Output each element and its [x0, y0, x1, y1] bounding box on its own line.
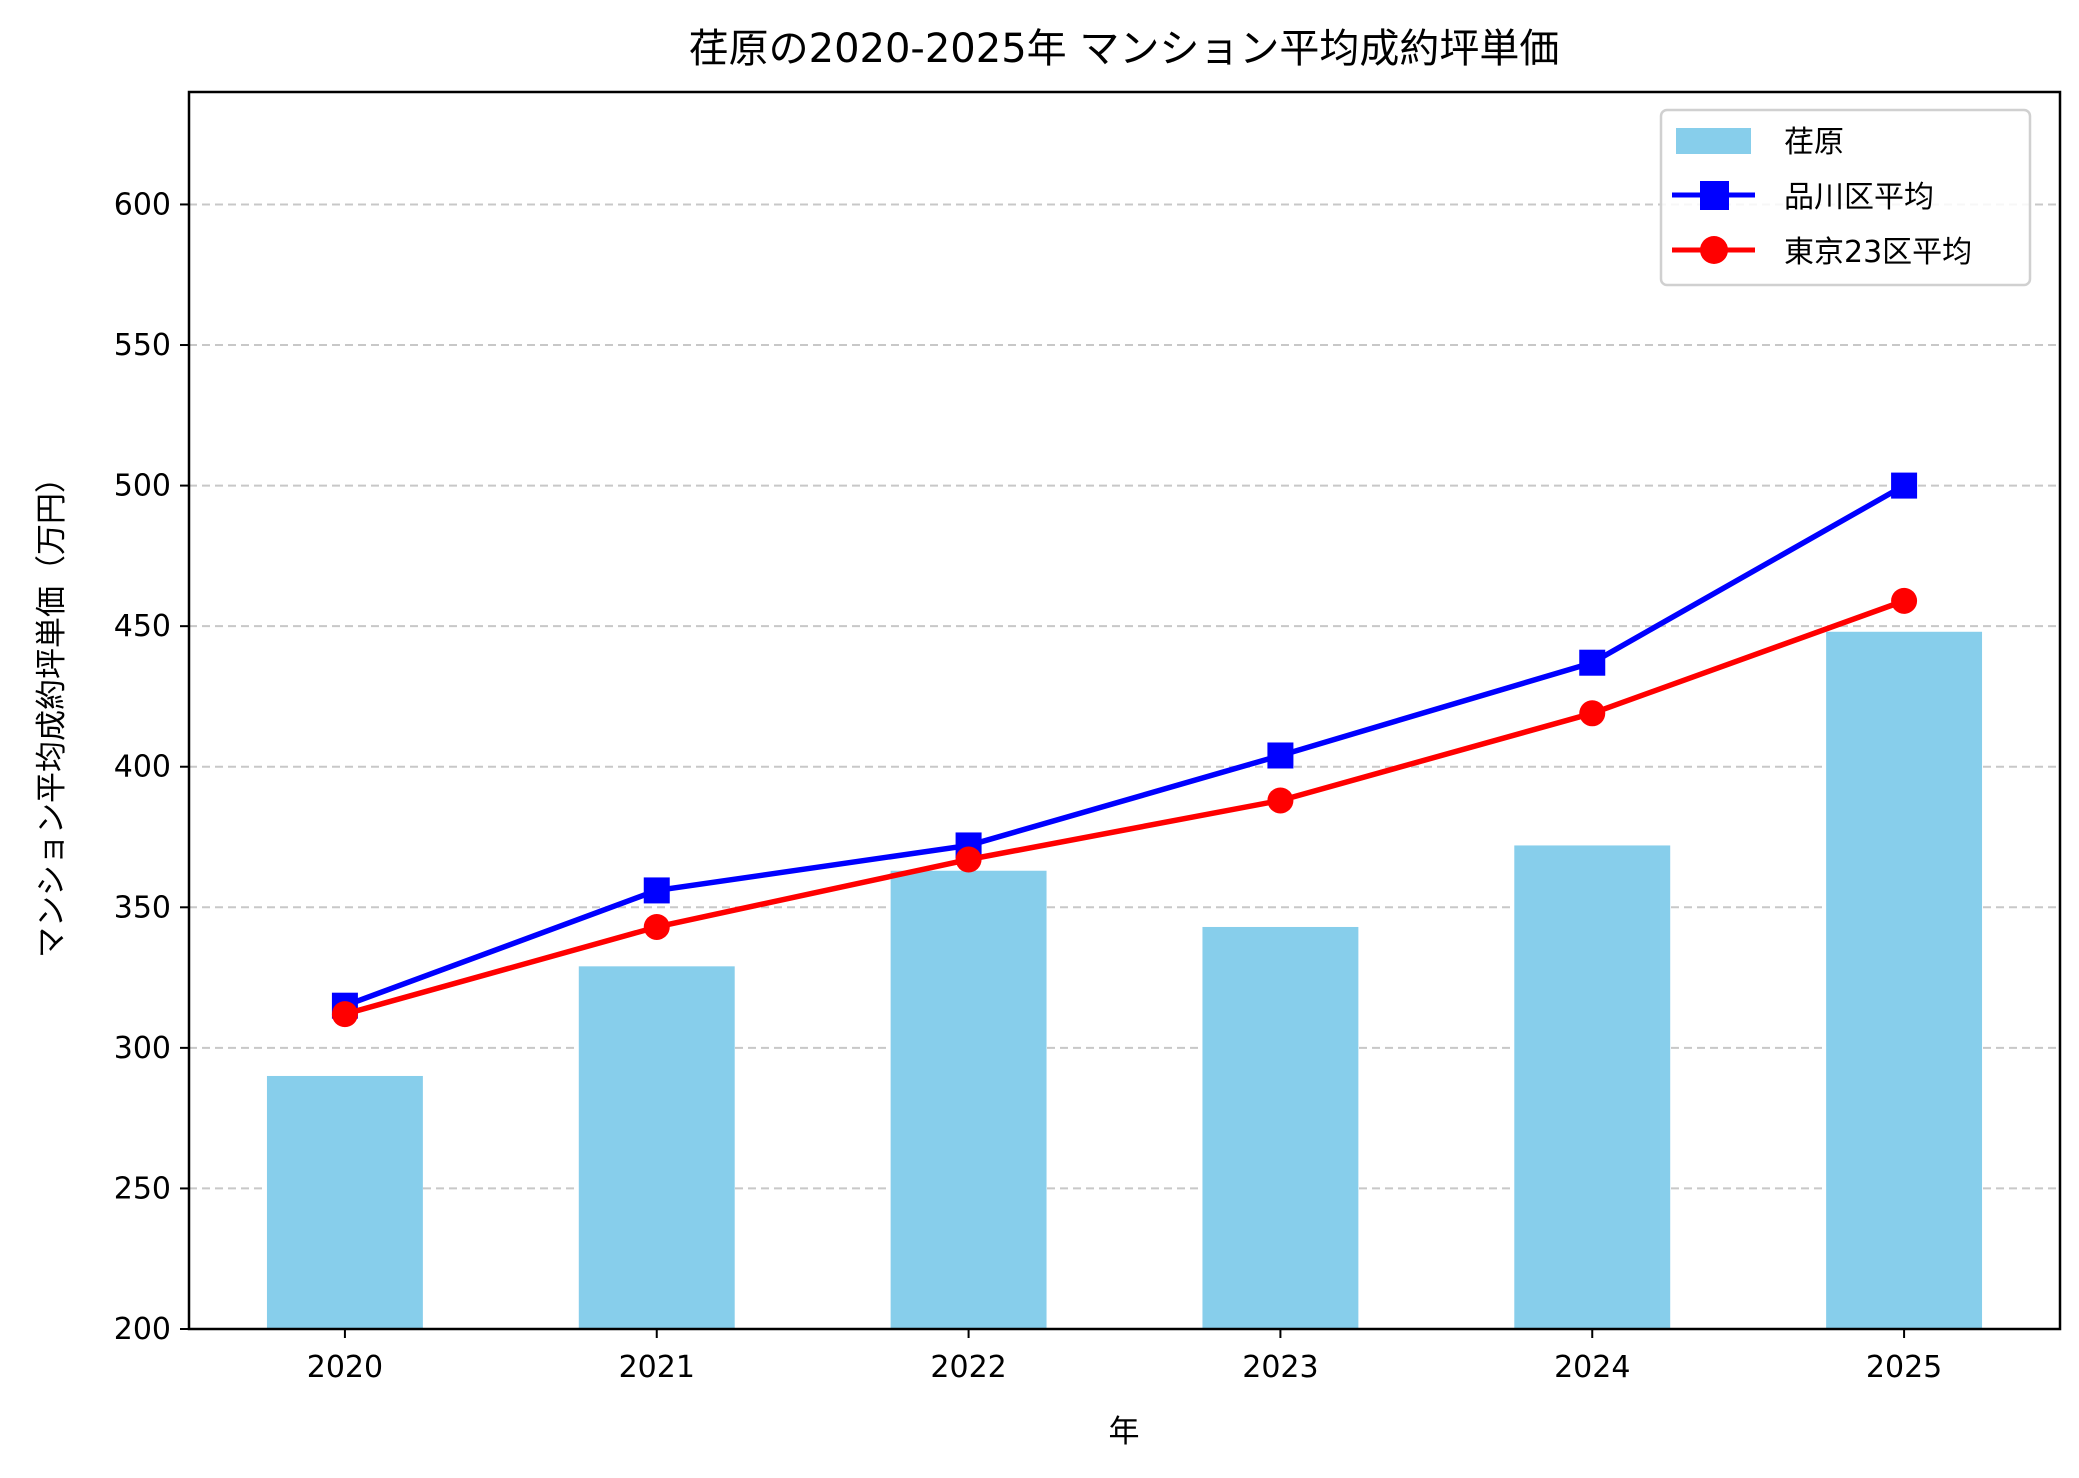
y-tick-label: 500 — [114, 469, 171, 504]
grid-lines — [189, 203, 2060, 1190]
x-tick-label: 2024 — [1554, 1350, 1630, 1385]
point-marker-square — [1891, 472, 1918, 499]
bars — [266, 631, 1983, 1329]
point-marker-square — [643, 877, 670, 904]
bar-2020 — [266, 1075, 423, 1329]
legend-label: 荏原 — [1784, 125, 1844, 160]
y-tick-label: 300 — [114, 1031, 171, 1066]
x-tick-label: 2025 — [1866, 1350, 1942, 1385]
point-marker-circle — [1891, 587, 1918, 614]
y-tick-label: 450 — [114, 609, 171, 644]
y-axis-label: マンション平均成約坪単価（万円） — [34, 462, 70, 958]
y-tick-label: 200 — [114, 1312, 171, 1347]
bar-2023 — [1202, 926, 1359, 1329]
legend-swatch-bar — [1676, 128, 1751, 154]
y-tick-label: 350 — [114, 890, 171, 925]
y-tick-label: 400 — [114, 750, 171, 785]
point-marker-square — [1267, 742, 1294, 769]
y-axis: 200 250 300 350 400 450 500 550 600 — [114, 187, 189, 1347]
bar-2024 — [1514, 845, 1671, 1329]
lines — [331, 472, 1918, 1028]
legend: 荏原 品川区平均 東京23区平均 — [1659, 108, 2032, 287]
point-marker-square — [1579, 649, 1606, 676]
y-tick-label: 250 — [114, 1171, 171, 1206]
point-marker-circle — [955, 846, 982, 873]
legend-marker-square — [1700, 181, 1729, 210]
plot-frame — [187, 90, 2062, 1331]
series-line-1 — [343, 483, 1906, 1009]
bar-2021 — [578, 966, 735, 1329]
x-tick-label: 2022 — [930, 1350, 1006, 1385]
y-tick-label: 600 — [114, 187, 171, 222]
point-marker-circle — [643, 913, 670, 940]
x-axis-label: 年 — [1109, 1414, 1140, 1450]
y-tick-label: 550 — [114, 328, 171, 363]
x-tick-label: 2020 — [307, 1350, 383, 1385]
point-marker-circle — [1579, 700, 1606, 727]
legend-marker-circle — [1700, 236, 1728, 264]
bar-2022 — [890, 870, 1047, 1329]
legend-label: 東京23区平均 — [1784, 235, 1972, 270]
point-marker-circle — [1267, 787, 1294, 814]
bar-2025 — [1826, 631, 1983, 1329]
x-tick-label: 2021 — [619, 1350, 695, 1385]
legend-label: 品川区平均 — [1784, 180, 1934, 215]
x-tick-label: 2023 — [1242, 1350, 1318, 1385]
legend-box — [1659, 108, 2032, 287]
chart-title: 荏原の2020-2025年 マンション平均成約坪単価 — [689, 26, 1560, 72]
point-marker-circle — [331, 1001, 358, 1028]
series-line-2 — [344, 598, 1906, 1017]
x-axis: 2020 2021 2022 2023 2024 2025 — [307, 1329, 1942, 1385]
